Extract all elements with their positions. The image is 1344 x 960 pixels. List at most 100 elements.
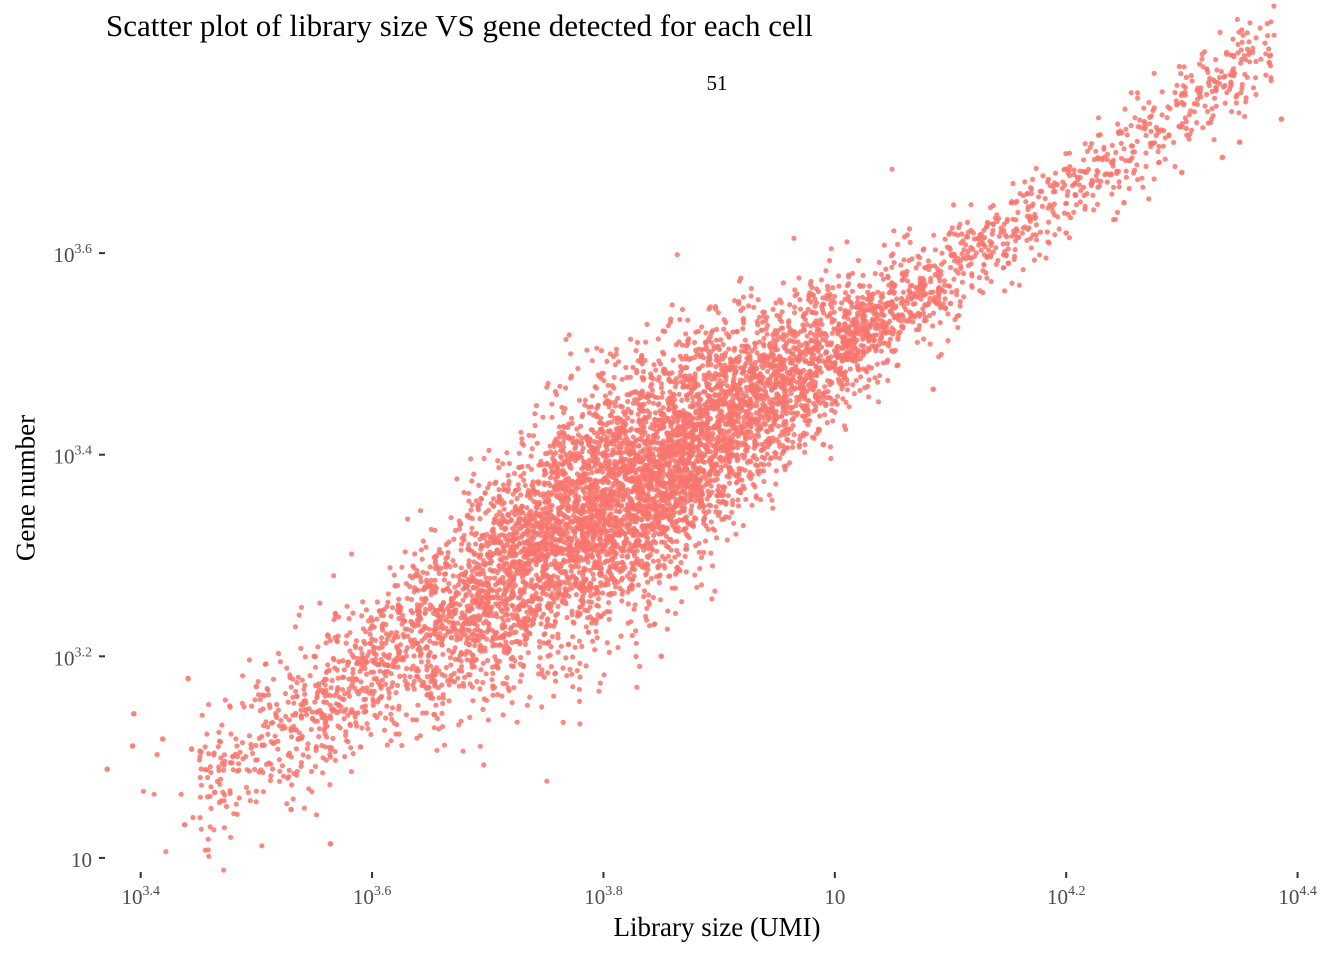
data-point [518, 549, 524, 555]
data-point [385, 591, 391, 597]
data-point [696, 391, 702, 397]
data-point [751, 433, 757, 439]
data-point [606, 567, 612, 573]
data-point [539, 704, 545, 710]
data-point [842, 290, 849, 296]
data-point [633, 348, 639, 354]
data-point [462, 674, 468, 680]
data-point [669, 420, 676, 426]
data-point [872, 375, 878, 381]
data-point [702, 538, 709, 544]
data-point [419, 556, 425, 562]
data-point [572, 446, 578, 452]
data-point [456, 526, 462, 532]
data-point [572, 534, 578, 540]
data-point [555, 631, 561, 637]
data-point [305, 754, 311, 760]
data-point [687, 403, 693, 410]
data-point [458, 565, 464, 571]
data-point [724, 383, 730, 389]
data-point [740, 522, 746, 529]
data-point [544, 778, 550, 784]
data-point [811, 310, 818, 316]
data-point [777, 297, 783, 303]
data-point [800, 322, 806, 328]
data-point [703, 339, 709, 345]
data-point [840, 382, 847, 388]
chart-title: Scatter plot of library size VS gene det… [106, 8, 813, 43]
data-point [270, 766, 276, 772]
data-point [563, 336, 569, 342]
data-point [387, 565, 393, 571]
data-point [732, 345, 738, 351]
data-point [495, 691, 501, 698]
data-point [883, 266, 889, 272]
data-point [715, 355, 721, 361]
data-point [604, 447, 610, 453]
data-point [660, 328, 666, 334]
data-point [644, 605, 650, 612]
data-point [613, 351, 619, 357]
data-point [450, 573, 456, 579]
data-point [410, 563, 416, 569]
data-point [789, 360, 795, 366]
data-point [368, 688, 374, 694]
data-point [633, 640, 639, 646]
data-point [347, 721, 353, 728]
data-point [721, 317, 727, 323]
data-point [488, 500, 494, 506]
data-point [783, 410, 789, 417]
data-point [578, 511, 584, 517]
data-point [779, 334, 785, 340]
data-point [439, 671, 445, 677]
data-point [812, 303, 818, 309]
data-point [692, 515, 698, 521]
data-point [786, 319, 792, 325]
data-point [485, 485, 491, 491]
data-point [441, 577, 447, 583]
data-point [654, 493, 660, 499]
data-point [984, 275, 990, 281]
data-point [601, 545, 607, 551]
data-point [905, 278, 911, 284]
data-point [748, 293, 754, 299]
data-point [499, 512, 505, 518]
data-point [735, 442, 741, 448]
data-point [383, 631, 390, 637]
data-point [548, 463, 554, 469]
data-point [303, 712, 310, 718]
data-point [473, 498, 479, 504]
data-point [612, 403, 618, 409]
data-point [495, 458, 501, 464]
data-point [926, 313, 933, 319]
data-point [583, 663, 589, 669]
data-point [432, 654, 438, 660]
data-point [791, 410, 797, 416]
data-point [707, 304, 714, 310]
data-point [335, 675, 341, 681]
data-point [553, 678, 559, 684]
data-point [533, 403, 540, 409]
data-point [502, 526, 508, 533]
data-point [516, 450, 522, 456]
data-point [574, 454, 581, 460]
data-point [703, 330, 709, 336]
data-point [410, 717, 416, 723]
data-point [379, 693, 385, 700]
data-point [528, 466, 535, 472]
data-point [434, 747, 440, 753]
data-point [792, 304, 798, 310]
data-point [588, 404, 595, 410]
data-point [513, 612, 520, 618]
data-point [617, 440, 623, 446]
data-point [968, 261, 974, 267]
data-point [945, 338, 951, 344]
data-point [674, 547, 680, 554]
data-point [511, 622, 517, 628]
data-point [577, 721, 583, 727]
data-point [755, 297, 761, 303]
data-point [645, 433, 651, 439]
data-point [576, 686, 583, 692]
data-point [469, 502, 475, 508]
data-point [316, 734, 322, 740]
